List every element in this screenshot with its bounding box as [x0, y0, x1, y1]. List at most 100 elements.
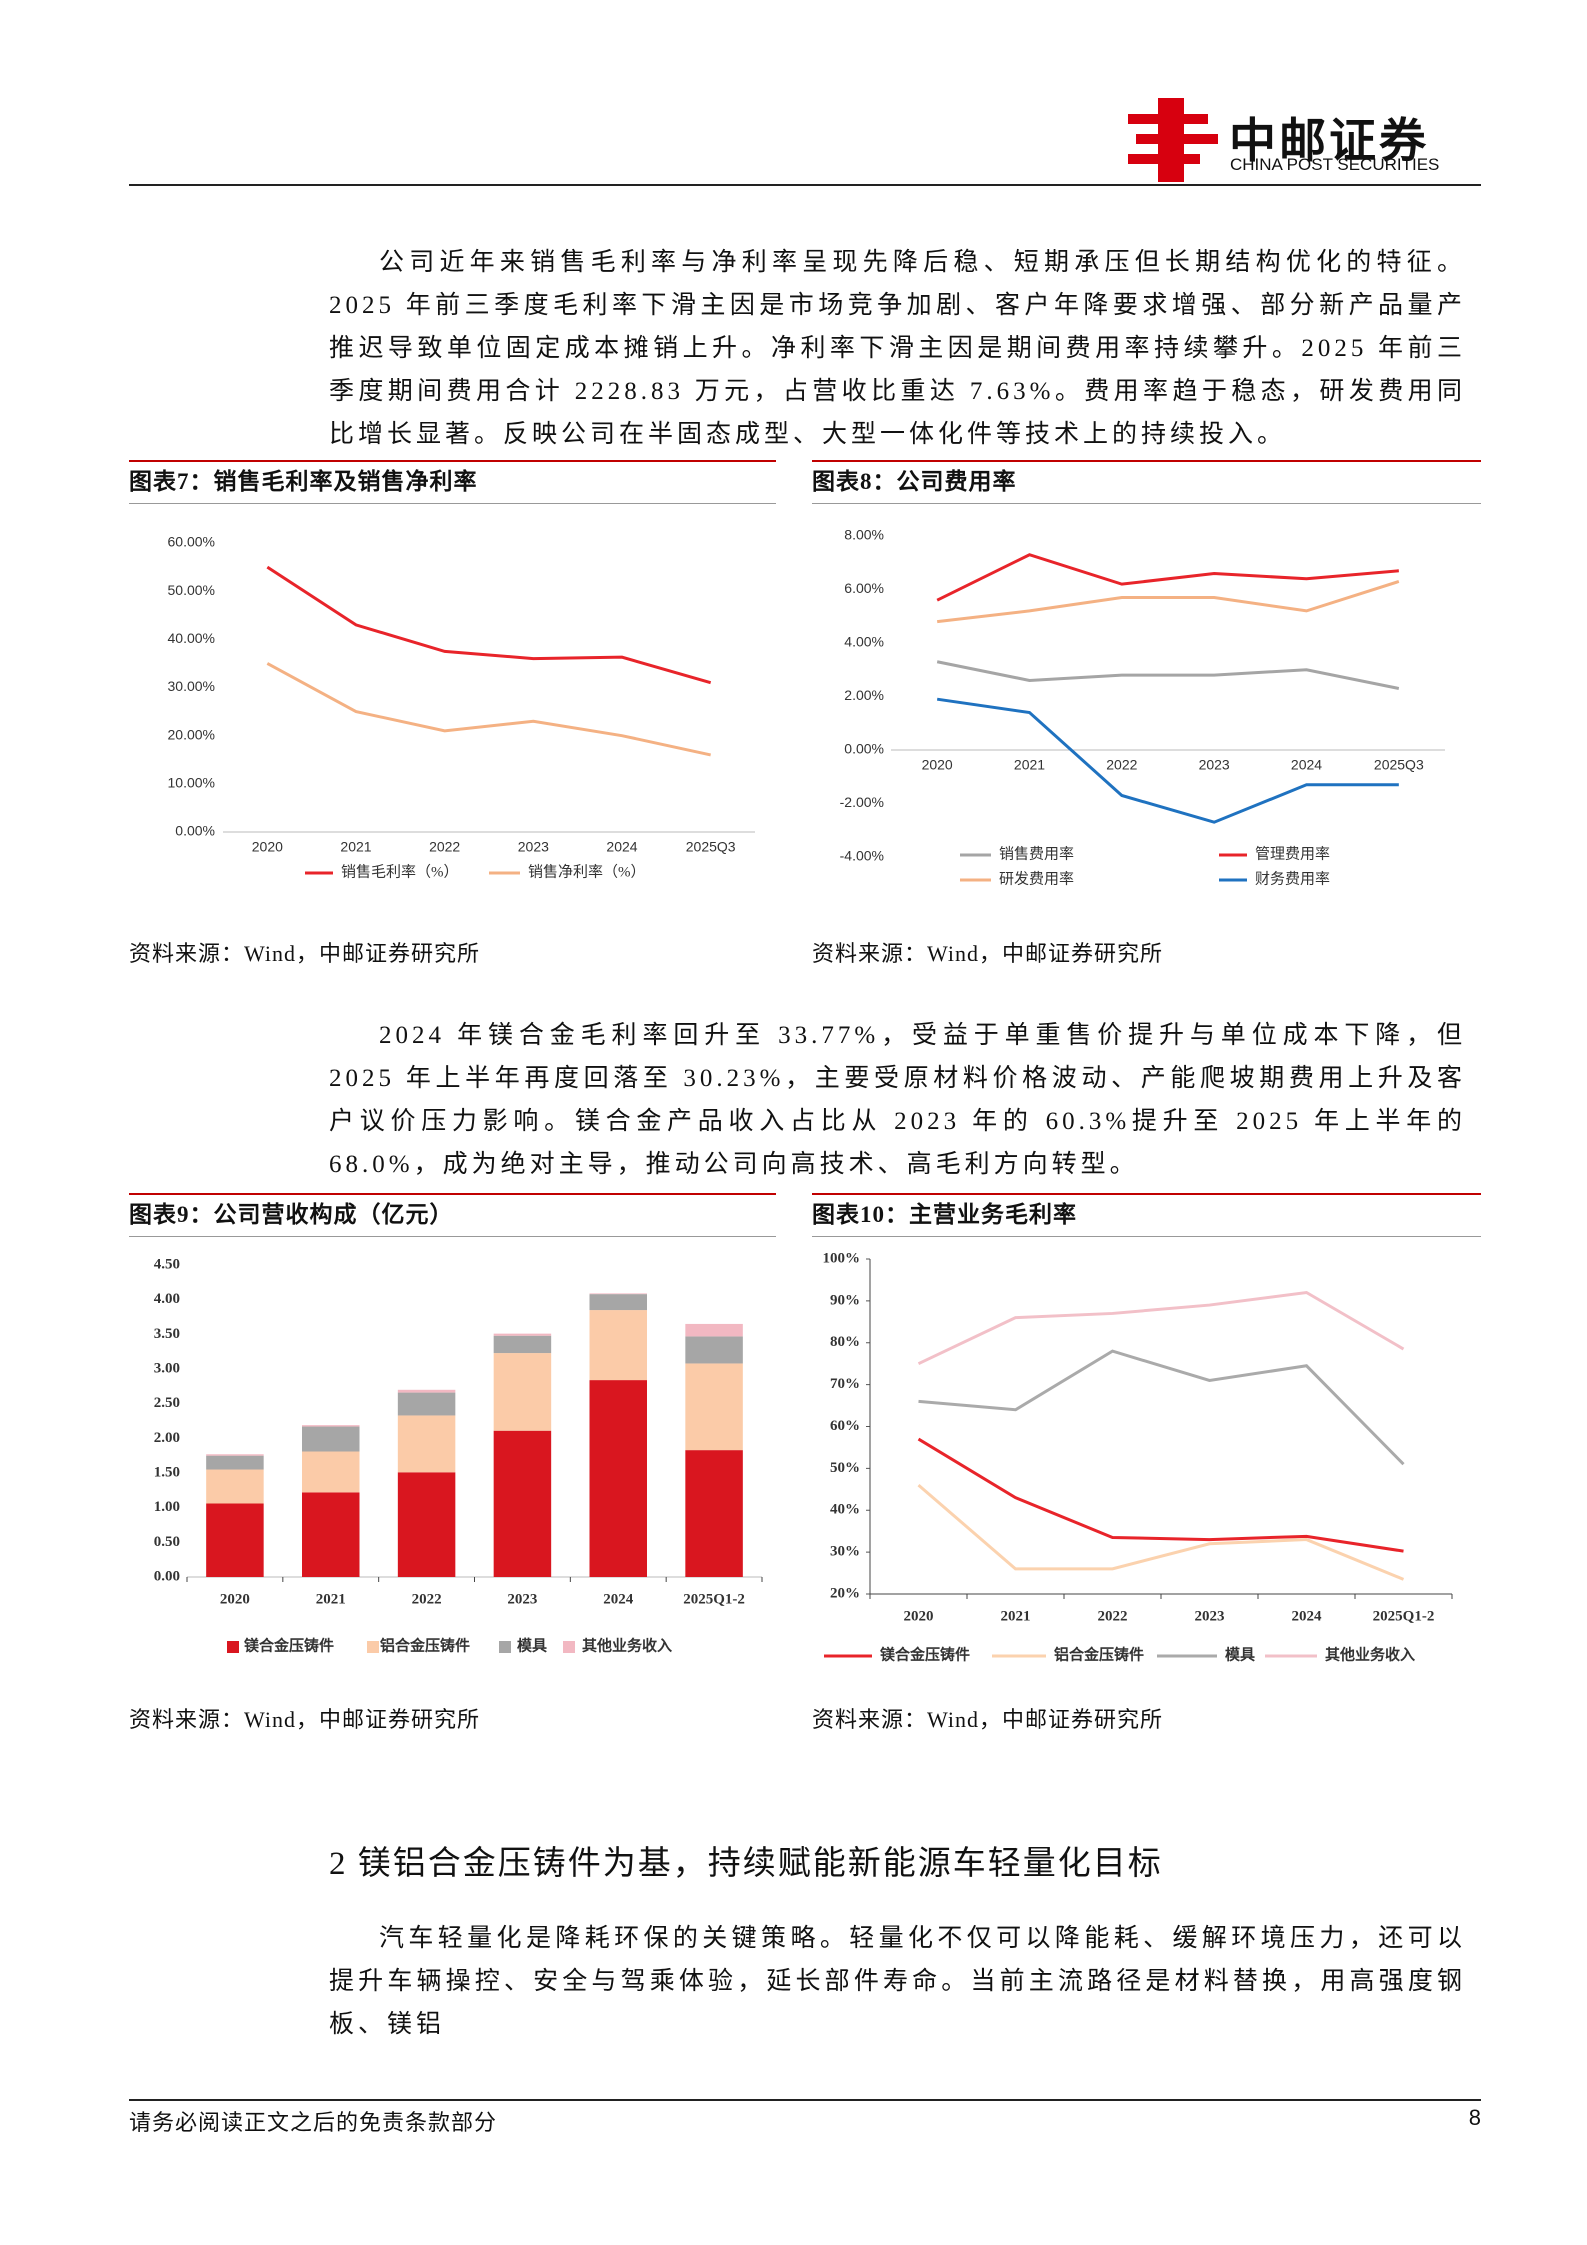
bar-segment — [302, 1451, 360, 1493]
bar-segment — [685, 1323, 743, 1337]
bar-segment — [685, 1450, 743, 1577]
y-tick-label: 3.00 — [154, 1360, 180, 1376]
x-tick-label: 2022 — [429, 839, 460, 855]
y-tick-label: 2.00 — [154, 1430, 180, 1446]
bar-segment — [493, 1353, 552, 1431]
line-series — [917, 1437, 1404, 1553]
y-tick-label: 60.00% — [168, 534, 215, 550]
x-tick-label: 2021 — [340, 839, 371, 855]
x-tick-label: 2024 — [1292, 1608, 1323, 1624]
logo-en: CHINA POST SECURITIES — [1230, 155, 1440, 174]
bar-segment — [302, 1426, 360, 1452]
x-tick-label: 2020 — [252, 839, 283, 855]
y-tick-label: 80% — [830, 1334, 860, 1350]
x-tick-label: 2022 — [1106, 757, 1137, 773]
y-tick-label: 0.50 — [154, 1534, 180, 1550]
bar-segment — [302, 1492, 360, 1577]
title-rule — [812, 1193, 1481, 1195]
x-tick-label: 2024 — [1291, 757, 1322, 773]
bar-segment — [589, 1380, 647, 1577]
legend-label: 铝合金压铸件 — [1054, 1645, 1144, 1663]
logo-icon — [1128, 98, 1218, 182]
legend-swatch — [367, 1641, 379, 1653]
x-tick-label: 2020 — [904, 1608, 934, 1624]
chart: -4.00% -2.00% 0.00% 2.00% 4.00% 6.00% 8.00% 202… — [840, 527, 1445, 887]
legend-label: 研发费用率 — [999, 870, 1074, 887]
legend-label: 销售毛利率（%） — [341, 863, 459, 880]
legend-label: 销售费用率 — [999, 845, 1074, 862]
y-tick-label: 40.00% — [168, 630, 215, 646]
section-heading: 2 镁铝合金压铸件为基，持续赋能新能源车轻量化目标 — [329, 1846, 1163, 1882]
y-tick-label: 0.00% — [844, 741, 884, 757]
bar-segment — [397, 1472, 456, 1577]
paragraph: 公司近年来销售毛利率与净利率呈现先降后稳、短期承压但长期结构优化的特征。2025… — [329, 249, 1466, 448]
x-tick-label: 2023 — [518, 839, 549, 855]
y-tick-label: 90% — [830, 1292, 860, 1308]
figure-title: 图表8：公司费用率 — [812, 469, 1017, 494]
bar-segment — [493, 1335, 552, 1354]
chart: 0.00% 10.00% 20.00% 30.00% 40.00% 50.00% 60.00… — [168, 534, 755, 880]
chart: 0.00 0.50 1.00 1.50 2.00 2.50 3.00 3.50 4.00 4.50… — [154, 1256, 763, 1654]
x-tick-label: 2020 — [922, 757, 953, 773]
source: 资料来源：Wind，中邮证券研究所 — [129, 1707, 480, 1732]
x-tick-label: 2024 — [603, 1591, 634, 1607]
y-tick-label: 100% — [823, 1250, 861, 1266]
y-tick-label: 3.50 — [154, 1326, 180, 1342]
x-tick-label: 2025Q1-2 — [683, 1591, 745, 1607]
line-series — [266, 662, 711, 757]
y-tick-label: 50.00% — [168, 582, 215, 598]
bar-segment — [589, 1293, 647, 1295]
x-tick-label: 2021 — [1001, 1608, 1031, 1624]
line-series — [936, 553, 1399, 602]
x-tick-label: 2021 — [316, 1591, 346, 1607]
bar-segment — [206, 1455, 264, 1470]
figure-title: 图表7：销售毛利率及销售净利率 — [129, 469, 478, 494]
line-series — [917, 1483, 1405, 1581]
footer-disclaimer: 请务必阅读正文之后的免责条款部分 — [129, 2110, 498, 2135]
legend-label: 铝合金压铸件 — [380, 1636, 470, 1654]
legend-label: 镁合金压铸件 — [880, 1645, 970, 1663]
x-tick-label: 2025Q3 — [1374, 757, 1424, 773]
line-series — [936, 660, 1400, 690]
y-tick-label: 0.00% — [175, 823, 215, 839]
bar-segment — [685, 1363, 743, 1451]
line-series — [936, 580, 1400, 624]
legend-swatch — [227, 1641, 239, 1653]
y-tick-label: 30.00% — [168, 678, 215, 694]
footer-rule — [129, 2099, 1481, 2101]
y-tick-label: 50% — [830, 1460, 860, 1476]
page-number: 8 — [1468, 2105, 1481, 2130]
x-tick-label: 2020 — [220, 1591, 250, 1607]
bar-segment — [685, 1336, 743, 1364]
x-tick-label: 2022 — [1098, 1608, 1128, 1624]
x-tick-label: 2025Q1-2 — [1373, 1608, 1435, 1624]
legend-swatch — [563, 1641, 575, 1653]
y-tick-label: 6.00% — [844, 580, 884, 596]
y-tick-label: 4.00 — [154, 1291, 180, 1307]
figure-title: 图表9：公司营收构成（亿元） — [129, 1202, 454, 1227]
bar-segment — [397, 1392, 456, 1416]
title-underline — [812, 1236, 1481, 1237]
x-tick-label: 2022 — [412, 1591, 442, 1607]
line-series — [918, 1349, 1405, 1466]
line-series — [936, 697, 1399, 824]
y-tick-label: 40% — [830, 1502, 860, 1518]
x-tick-label: 2023 — [1199, 757, 1230, 773]
legend-label: 销售净利率（%） — [528, 863, 646, 880]
y-tick-label: 60% — [830, 1418, 860, 1434]
title-rule — [129, 1193, 776, 1195]
legend-label: 模具 — [517, 1636, 547, 1654]
source: 资料来源：Wind，中邮证券研究所 — [129, 941, 480, 966]
y-tick-label: 2.00% — [844, 687, 884, 703]
y-tick-label: 1.00 — [154, 1499, 180, 1515]
legend-label: 其他业务收入 — [1325, 1645, 1415, 1663]
y-tick-label: 10.00% — [168, 775, 215, 791]
title-rule — [812, 460, 1481, 462]
line-series — [917, 1290, 1405, 1366]
bar-segment — [493, 1333, 552, 1336]
x-tick-label: 2024 — [606, 839, 637, 855]
bar-segment — [589, 1294, 647, 1311]
legend-label: 镁合金压铸件 — [244, 1636, 334, 1654]
x-tick-label: 2023 — [1195, 1608, 1225, 1624]
